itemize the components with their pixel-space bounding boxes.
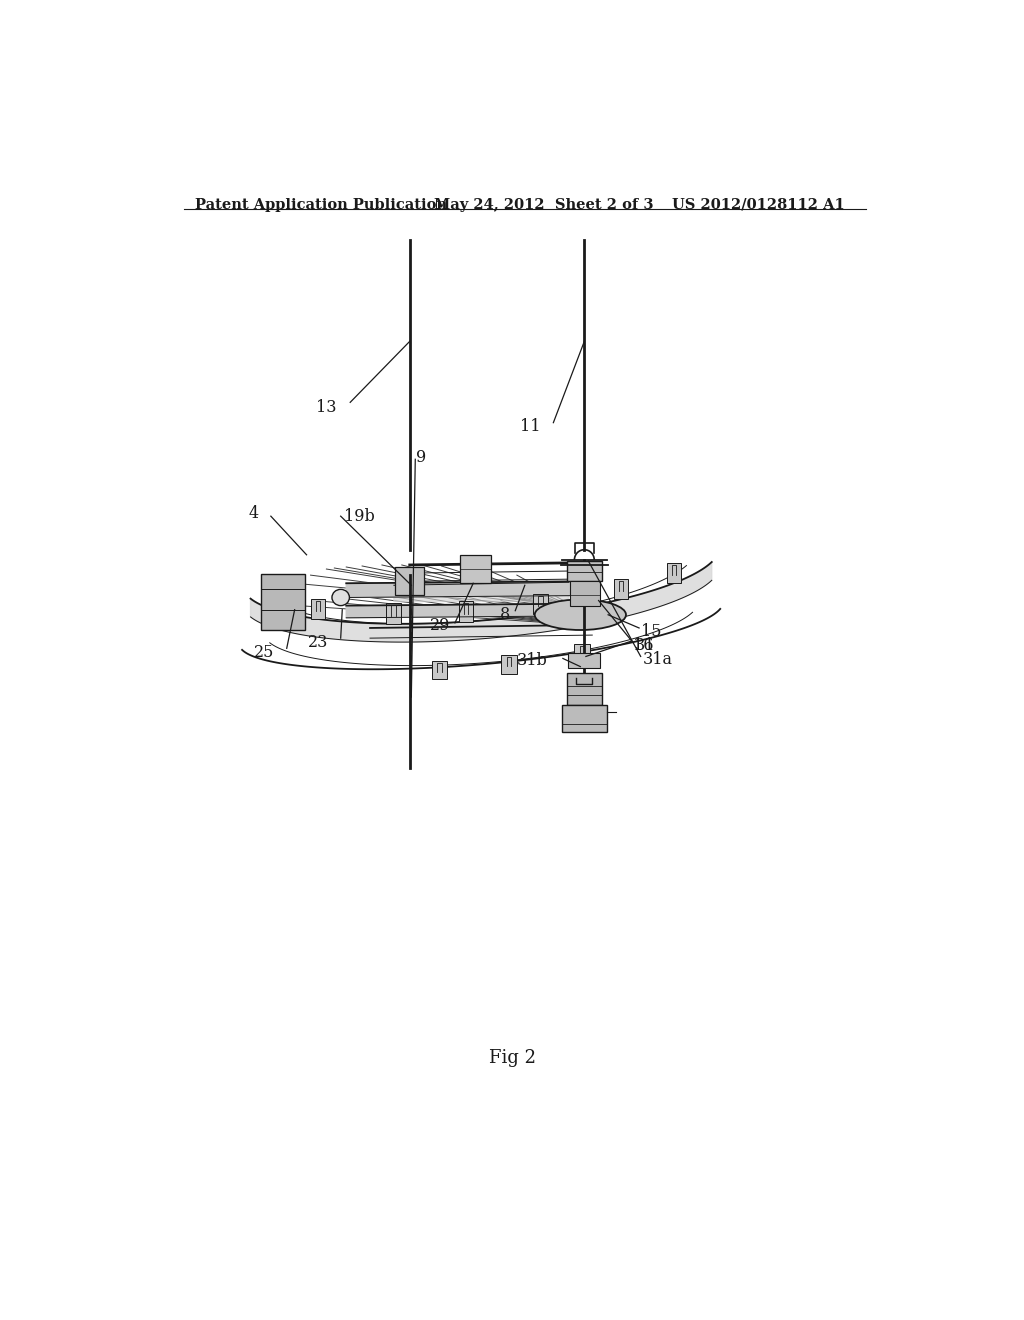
Bar: [562, 705, 606, 731]
Text: 31: 31: [634, 636, 654, 653]
Text: May 24, 2012  Sheet 2 of 3: May 24, 2012 Sheet 2 of 3: [433, 198, 653, 211]
Text: Patent Application Publication: Patent Application Publication: [196, 198, 447, 211]
Bar: [431, 661, 447, 678]
Text: 11: 11: [520, 418, 541, 436]
Bar: [570, 581, 600, 606]
Bar: [386, 603, 400, 624]
Text: 15: 15: [641, 623, 662, 639]
Bar: [459, 602, 473, 622]
Polygon shape: [251, 562, 712, 642]
Bar: [460, 554, 492, 583]
Text: 29: 29: [430, 618, 451, 635]
Text: 16: 16: [633, 636, 653, 653]
Bar: [614, 579, 629, 599]
Text: 19b: 19b: [344, 508, 375, 524]
Bar: [501, 655, 517, 673]
Text: 8: 8: [501, 606, 511, 623]
Text: Fig 2: Fig 2: [489, 1049, 537, 1067]
Bar: [311, 599, 326, 619]
Bar: [574, 644, 590, 663]
Ellipse shape: [535, 599, 626, 630]
Polygon shape: [394, 582, 568, 602]
Bar: [265, 589, 280, 610]
Bar: [395, 568, 424, 595]
Bar: [567, 561, 602, 581]
Polygon shape: [346, 603, 592, 618]
Text: 31b: 31b: [516, 652, 547, 669]
Bar: [568, 653, 600, 668]
Text: 25: 25: [254, 644, 274, 661]
Text: 4: 4: [249, 504, 259, 521]
Text: 13: 13: [316, 399, 337, 416]
Ellipse shape: [332, 589, 349, 606]
FancyBboxPatch shape: [261, 574, 305, 630]
Text: 23: 23: [307, 634, 328, 651]
Text: 31a: 31a: [642, 651, 672, 668]
Bar: [534, 594, 548, 614]
Text: 9: 9: [416, 449, 426, 466]
Bar: [567, 673, 602, 705]
Polygon shape: [346, 581, 592, 598]
Text: US 2012/0128112 A1: US 2012/0128112 A1: [672, 198, 845, 211]
Bar: [667, 562, 681, 583]
